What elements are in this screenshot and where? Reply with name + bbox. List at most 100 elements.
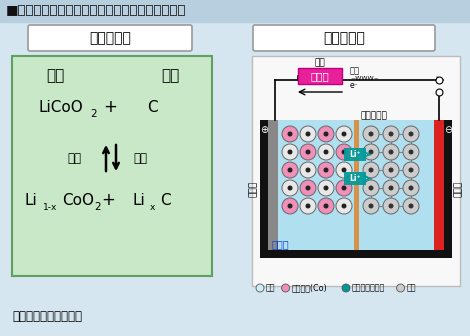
Circle shape	[318, 162, 334, 178]
Circle shape	[306, 150, 311, 155]
Text: 放電: 放電	[350, 67, 360, 76]
Circle shape	[383, 180, 399, 196]
Circle shape	[282, 126, 298, 142]
Circle shape	[282, 144, 298, 160]
Circle shape	[318, 126, 334, 142]
Circle shape	[368, 168, 374, 172]
Circle shape	[363, 198, 379, 214]
Circle shape	[318, 180, 334, 196]
Circle shape	[389, 168, 393, 172]
Circle shape	[300, 198, 316, 214]
Bar	[444, 120, 452, 258]
Text: 提供：旭化成株式会社: 提供：旭化成株式会社	[12, 309, 82, 323]
Circle shape	[368, 131, 374, 136]
Text: ~WWW~: ~WWW~	[350, 77, 379, 82]
Text: 負極: 負極	[161, 69, 179, 84]
Text: 2: 2	[94, 202, 101, 212]
Text: e⁻: e⁻	[350, 82, 359, 90]
Circle shape	[306, 168, 311, 172]
Text: x: x	[150, 203, 156, 212]
Circle shape	[323, 168, 329, 172]
Circle shape	[336, 126, 352, 142]
Circle shape	[383, 198, 399, 214]
Text: 炭素: 炭素	[407, 284, 416, 293]
Text: LiCoO: LiCoO	[38, 100, 83, 115]
Circle shape	[288, 168, 292, 172]
Circle shape	[300, 162, 316, 178]
Text: ■第１－２－１図／リチウムイオン電池の仕組み: ■第１－２－１図／リチウムイオン電池の仕組み	[6, 4, 187, 17]
Circle shape	[342, 150, 346, 155]
Text: 金属原子(Co): 金属原子(Co)	[291, 284, 327, 293]
Circle shape	[300, 126, 316, 142]
Text: 集電体: 集電体	[454, 181, 463, 197]
Text: Li⁺: Li⁺	[349, 150, 361, 159]
Text: リチウムイオン: リチウムイオン	[352, 284, 385, 293]
Text: 作動原理図: 作動原理図	[323, 31, 365, 45]
Text: 充電: 充電	[314, 58, 325, 68]
Text: ⊖: ⊖	[444, 125, 452, 135]
Circle shape	[383, 162, 399, 178]
Circle shape	[306, 204, 311, 209]
Circle shape	[363, 144, 379, 160]
Bar	[354, 120, 359, 250]
Circle shape	[342, 168, 346, 172]
Text: Li: Li	[133, 193, 146, 208]
Circle shape	[408, 185, 414, 191]
Text: 準電体: 準電体	[249, 181, 258, 197]
Bar	[12, 56, 212, 276]
Circle shape	[363, 180, 379, 196]
Circle shape	[282, 198, 298, 214]
Text: 正極: 正極	[46, 69, 64, 84]
Circle shape	[403, 162, 419, 178]
Circle shape	[306, 185, 311, 191]
Text: 充電: 充電	[67, 152, 81, 165]
Circle shape	[282, 180, 298, 196]
Circle shape	[318, 198, 334, 214]
Bar	[344, 148, 366, 161]
Circle shape	[408, 204, 414, 209]
Circle shape	[368, 150, 374, 155]
Circle shape	[300, 180, 316, 196]
Text: 電池反応式: 電池反応式	[89, 31, 131, 45]
Circle shape	[306, 131, 311, 136]
Circle shape	[288, 150, 292, 155]
Circle shape	[323, 204, 329, 209]
Bar	[268, 120, 278, 250]
FancyBboxPatch shape	[253, 25, 435, 51]
Circle shape	[389, 131, 393, 136]
Circle shape	[403, 126, 419, 142]
Circle shape	[403, 144, 419, 160]
Bar	[0, 0, 470, 22]
Circle shape	[397, 284, 405, 292]
Circle shape	[288, 185, 292, 191]
Text: +: +	[101, 191, 115, 209]
Text: C: C	[160, 193, 171, 208]
Bar	[298, 68, 342, 84]
Circle shape	[408, 168, 414, 172]
Circle shape	[368, 204, 374, 209]
Circle shape	[342, 131, 346, 136]
Circle shape	[300, 144, 316, 160]
Circle shape	[256, 284, 264, 292]
Text: ⊕: ⊕	[260, 125, 268, 135]
Text: CoO: CoO	[62, 193, 94, 208]
Circle shape	[282, 284, 290, 292]
Circle shape	[288, 204, 292, 209]
Text: C: C	[147, 100, 157, 115]
Bar	[260, 120, 268, 258]
Circle shape	[342, 204, 346, 209]
Circle shape	[318, 144, 334, 160]
Text: 1-x: 1-x	[43, 203, 57, 212]
Bar	[434, 120, 444, 250]
Text: +: +	[103, 98, 117, 116]
Circle shape	[323, 131, 329, 136]
Circle shape	[383, 144, 399, 160]
Text: セパレータ: セパレータ	[360, 112, 387, 121]
Circle shape	[336, 144, 352, 160]
Circle shape	[336, 198, 352, 214]
Circle shape	[336, 180, 352, 196]
Circle shape	[408, 150, 414, 155]
Circle shape	[282, 162, 298, 178]
Text: 電解液: 電解液	[272, 239, 290, 249]
Circle shape	[389, 150, 393, 155]
